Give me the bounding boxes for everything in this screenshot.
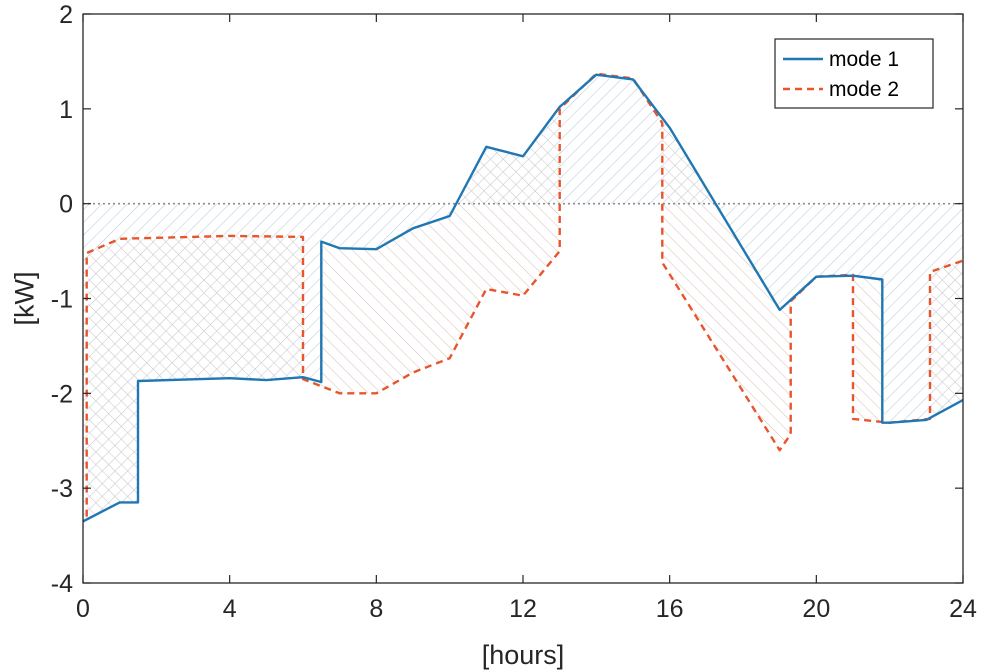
x-tick-label: 16 [656,595,684,623]
x-tick-label: 24 [949,595,977,623]
series-line-mode-2 [85,72,963,517]
series-layer [83,72,963,523]
x-axis-label: [hours] [482,640,565,670]
legend: mode 1 mode 2 [774,38,934,109]
series-line-mode-1 [83,73,963,523]
y-tick-label: -4 [51,570,73,598]
x-tick-label: 8 [369,595,383,623]
y-tick-label: -2 [51,380,73,408]
hatch-area-mode-1-to-zero [83,74,963,522]
x-tick-label: 12 [509,595,537,623]
y-tick-label: 0 [59,191,73,219]
y-tick-label: -1 [51,286,73,314]
x-tick-label: 0 [76,595,90,623]
y-tick-label: 2 [59,1,73,29]
x-tick-label: 4 [223,595,237,623]
tick-layer: 0 4 8 12 16 20 24 2 1 0 -1 -2 -3 -4 [51,1,977,623]
x-tick-label: 20 [802,595,830,623]
y-tick-label: -3 [51,475,73,503]
y-tick-label: 1 [59,96,73,124]
legend-box [774,38,934,109]
hatch-layer [83,73,963,522]
legend-label-mode-2: mode 2 [829,78,899,101]
y-axis-label: [kW] [9,272,39,326]
legend-label-mode-1: mode 1 [829,48,899,71]
